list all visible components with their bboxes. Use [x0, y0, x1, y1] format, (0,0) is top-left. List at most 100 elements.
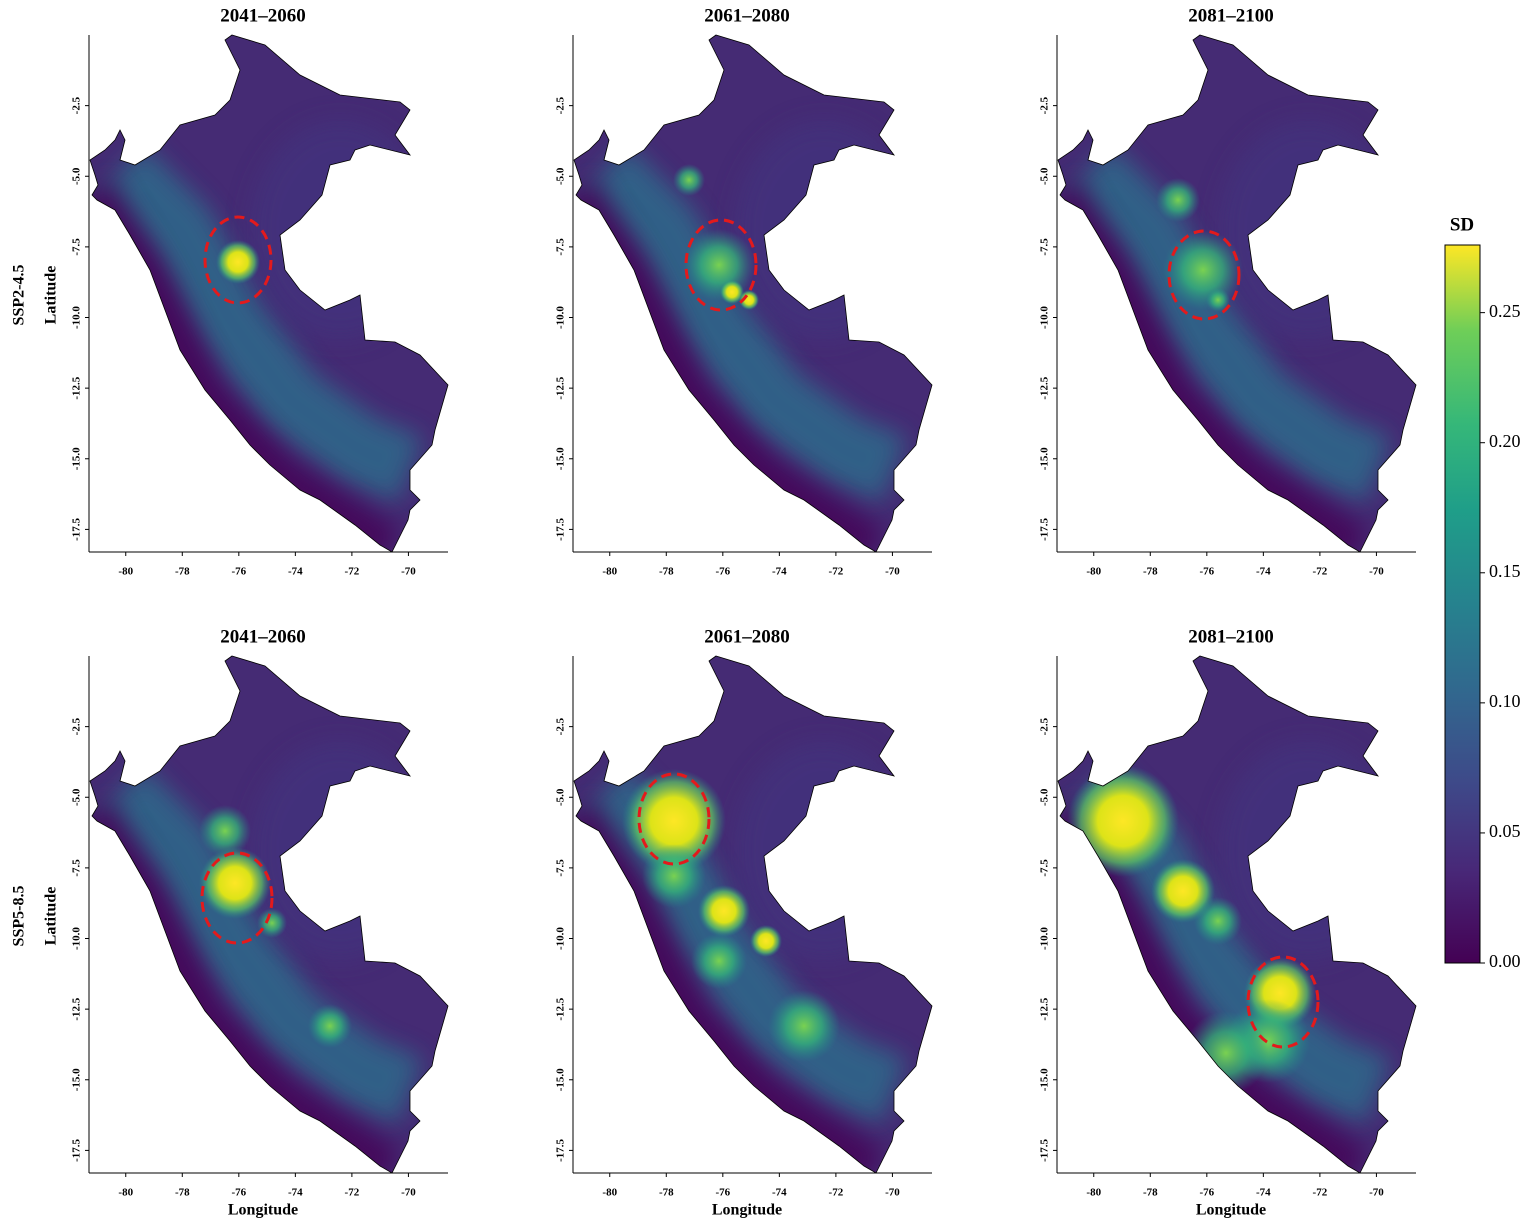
panel-title: 2061–2080 — [704, 5, 790, 26]
highlight-ellipse — [637, 772, 711, 866]
y-tick-label: -5.0 — [71, 167, 83, 185]
y-tick-label: -17.5 — [555, 517, 567, 540]
x-tick-label: -76 — [715, 1187, 730, 1199]
x-tick-label: -76 — [231, 566, 246, 578]
hotspot — [739, 290, 759, 310]
y-tick-label: -12.5 — [71, 997, 83, 1020]
x-axis-label: Longitude — [228, 1202, 298, 1219]
y-tick-label: -15.0 — [1039, 447, 1051, 470]
row-label: SSP2-4.5 — [11, 265, 28, 326]
panel-title: 2081–2100 — [1188, 5, 1274, 26]
y-tick-label: -7.5 — [71, 859, 83, 877]
colorbar-tick-label: 0.10 — [1489, 691, 1521, 711]
hotspot — [642, 844, 706, 908]
hotspot — [1194, 897, 1242, 945]
x-tick-label: -70 — [1369, 1187, 1384, 1199]
x-tick-label: -70 — [401, 566, 416, 578]
y-tick-label: -5.0 — [1039, 167, 1051, 185]
x-tick-label: -74 — [288, 1187, 303, 1199]
y-tick-label: -15.0 — [555, 1068, 567, 1091]
andes-band — [95, 766, 423, 1124]
map-panel — [1057, 34, 1417, 553]
hotspot — [622, 769, 726, 873]
y-tick-label: -12.5 — [555, 997, 567, 1020]
y-tick-label: -10.0 — [1039, 306, 1051, 329]
y-tick-label: -2.5 — [71, 96, 83, 114]
x-tick-label: -80 — [602, 566, 617, 578]
highlight-ellipse — [200, 851, 274, 945]
map-panel — [1057, 655, 1417, 1174]
x-tick-label: -80 — [602, 1187, 617, 1199]
colorbar — [1444, 244, 1481, 964]
y-tick-label: -7.5 — [555, 859, 567, 877]
x-tick-label: -74 — [1256, 566, 1271, 578]
hotspot — [768, 990, 840, 1062]
hotspot — [1067, 765, 1179, 877]
x-tick-label: -72 — [829, 1187, 844, 1199]
y-tick-label: -12.5 — [1039, 376, 1051, 399]
highlight-ellipse — [1246, 955, 1320, 1049]
map-raster — [90, 120, 430, 552]
y-tick-label: -17.5 — [71, 517, 83, 540]
x-tick-label: -74 — [772, 1187, 787, 1199]
y-tick-label: -5.0 — [1039, 788, 1051, 806]
andes-band — [95, 145, 423, 503]
x-tick-label: -74 — [288, 566, 303, 578]
y-tick-label: -5.0 — [555, 167, 567, 185]
x-tick-label: -78 — [659, 1187, 674, 1199]
x-tick-label: -72 — [345, 566, 360, 578]
x-tick-label: -76 — [1199, 1187, 1214, 1199]
x-tick-label: -80 — [1086, 566, 1101, 578]
hotspot — [216, 240, 260, 284]
map-raster — [574, 741, 914, 1173]
x-tick-label: -74 — [1256, 1187, 1271, 1199]
hotspot — [1156, 178, 1200, 222]
x-tick-label: -70 — [885, 566, 900, 578]
x-tick-label: -72 — [829, 566, 844, 578]
y-tick-label: -7.5 — [71, 238, 83, 256]
y-tick-label: -17.5 — [1039, 517, 1051, 540]
hotspot — [683, 229, 755, 301]
y-tick-label: -7.5 — [1039, 238, 1051, 256]
x-tick-label: -70 — [885, 1187, 900, 1199]
hotspot — [720, 280, 744, 304]
y-tick-label: -2.5 — [555, 96, 567, 114]
y-tick-label: -12.5 — [71, 376, 83, 399]
colorbar-tick-label: 0.05 — [1489, 821, 1521, 841]
map-raster — [1058, 120, 1398, 552]
x-tick-label: -72 — [1313, 566, 1328, 578]
x-tick-label: -80 — [118, 1187, 133, 1199]
y-tick-label: -17.5 — [555, 1138, 567, 1161]
hotspot — [257, 908, 287, 938]
hotspot — [750, 925, 782, 957]
x-tick-label: -78 — [1143, 1187, 1158, 1199]
y-tick-label: -10.0 — [1039, 927, 1051, 950]
y-tick-label: -10.0 — [71, 927, 83, 950]
map-panel — [573, 655, 933, 1174]
hotspot — [308, 1004, 352, 1048]
x-tick-label: -80 — [118, 566, 133, 578]
hotspot — [199, 805, 251, 857]
map-raster — [574, 120, 914, 552]
map-raster — [90, 741, 430, 1173]
colorbar-tick-label: 0.15 — [1489, 561, 1521, 581]
y-tick-label: -10.0 — [71, 306, 83, 329]
y-tick-label: -10.0 — [555, 927, 567, 950]
andes-band — [579, 145, 907, 503]
y-tick-label: -17.5 — [71, 1138, 83, 1161]
y-tick-label: -2.5 — [71, 717, 83, 735]
x-axis-label: Longitude — [1196, 1202, 1266, 1219]
row-label: SSP5-8.5 — [11, 886, 28, 947]
y-tick-label: -17.5 — [1039, 1138, 1051, 1161]
colorbar-tick-label: 0.20 — [1489, 431, 1521, 451]
x-tick-label: -80 — [1086, 1187, 1101, 1199]
x-tick-label: -76 — [1199, 566, 1214, 578]
y-axis-label: Latitude — [43, 887, 60, 946]
y-tick-label: -15.0 — [71, 1068, 83, 1091]
map-panel — [573, 34, 933, 553]
x-tick-label: -76 — [231, 1187, 246, 1199]
map-panel — [89, 655, 449, 1174]
y-tick-label: -15.0 — [71, 447, 83, 470]
hotspot — [1206, 288, 1230, 312]
